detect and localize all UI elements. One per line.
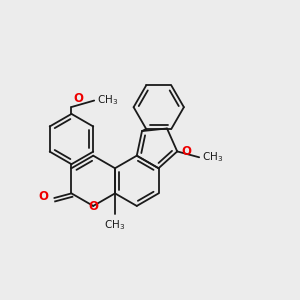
Text: O: O [181, 145, 191, 158]
Text: O: O [88, 200, 98, 213]
Text: CH$_3$: CH$_3$ [202, 150, 223, 164]
Text: O: O [73, 92, 83, 105]
Text: CH$_3$: CH$_3$ [97, 94, 118, 107]
Text: CH$_3$: CH$_3$ [104, 218, 126, 232]
Text: O: O [39, 190, 49, 203]
